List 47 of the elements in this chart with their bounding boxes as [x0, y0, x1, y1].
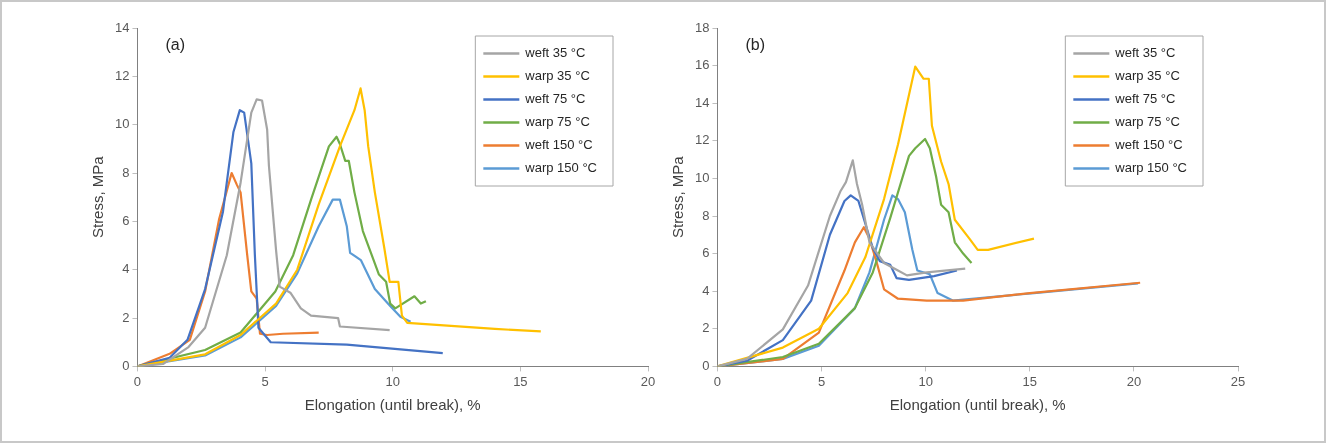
x-tick-label: 5 — [261, 373, 269, 389]
y-tick-label: 6 — [122, 212, 130, 228]
x-axis-title: Elongation (until break), % — [304, 396, 481, 414]
y-tick-label: 0 — [122, 357, 130, 373]
legend-label: weft 75 °C — [1114, 91, 1176, 107]
y-tick-label: 0 — [702, 357, 710, 373]
y-tick-label: 14 — [114, 19, 130, 35]
x-tick-label: 20 — [640, 373, 656, 389]
legend-label: weft 150 °C — [1114, 137, 1183, 153]
y-tick-label: 12 — [114, 67, 130, 83]
legend-label: weft 150 °C — [524, 137, 593, 153]
x-tick-label: 0 — [133, 373, 142, 389]
y-axis-title: Stress, MPa — [89, 155, 107, 239]
annotation: (a) — [165, 36, 186, 54]
y-tick-label: 8 — [702, 207, 710, 223]
legend-label: warp 150 °C — [1114, 160, 1188, 176]
legend-label: warp 35 °C — [524, 68, 590, 84]
x-tick-label: 0 — [713, 373, 722, 389]
legend-label: weft 35 °C — [524, 45, 586, 61]
x-tick-label: 15 — [513, 373, 528, 389]
y-tick-label: 4 — [122, 261, 130, 277]
x-tick-label: 25 — [1230, 373, 1246, 389]
y-tick-label: 14 — [694, 94, 710, 110]
y-tick-label: 2 — [702, 320, 710, 336]
y-tick-label: 12 — [694, 132, 710, 148]
legend-label: warp 75 °C — [1114, 114, 1180, 130]
legend-label: warp 35 °C — [1114, 68, 1180, 84]
y-tick-label: 10 — [114, 116, 130, 132]
legend-label: warp 75 °C — [524, 114, 590, 130]
legend-label: warp 150 °C — [524, 160, 598, 176]
x-axis-title: Elongation (until break), % — [889, 396, 1066, 414]
y-tick-label: 8 — [122, 164, 130, 180]
legend-label: weft 35 °C — [1114, 45, 1176, 61]
y-axis-title: Stress, MPa — [669, 155, 687, 239]
x-tick-label: 10 — [385, 373, 400, 389]
y-tick-label: 4 — [702, 282, 710, 298]
x-tick-label: 5 — [817, 373, 826, 389]
y-tick-label: 10 — [694, 169, 710, 185]
x-tick-label: 20 — [1126, 373, 1142, 389]
legend-label: weft 75 °C — [524, 91, 586, 107]
y-tick-label: 6 — [702, 245, 710, 261]
x-tick-label: 10 — [918, 373, 933, 389]
annotation: (b) — [745, 36, 766, 54]
y-tick-label: 2 — [122, 309, 130, 325]
y-tick-label: 16 — [694, 57, 710, 73]
x-tick-label: 15 — [1022, 373, 1038, 389]
y-tick-label: 18 — [694, 19, 710, 35]
